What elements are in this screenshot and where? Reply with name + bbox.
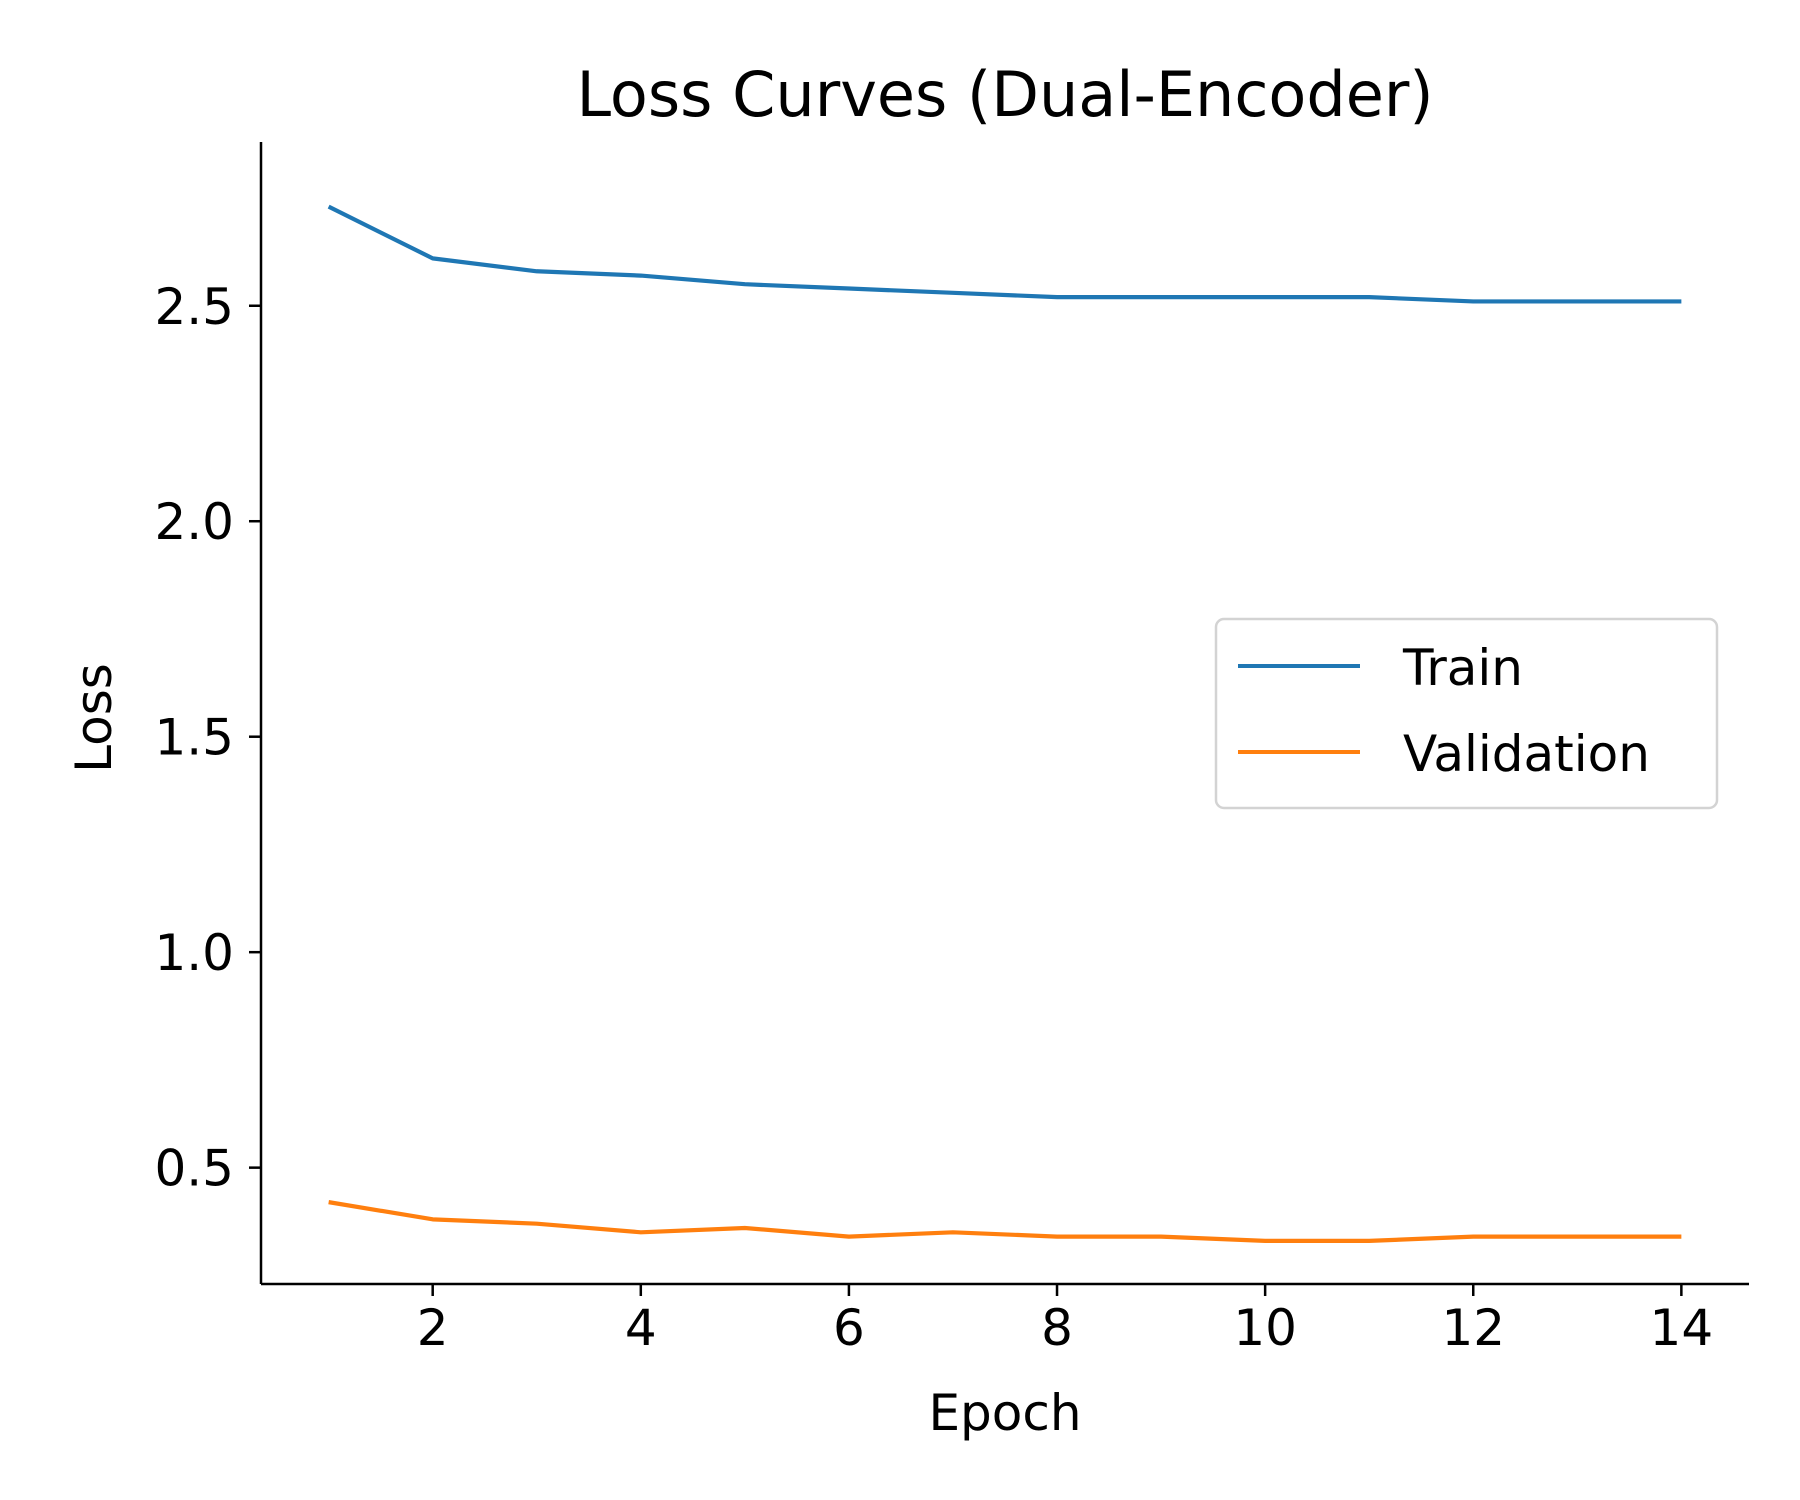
y-ticks: 0.5 1.0 1.5 2.0 2.5 xyxy=(154,278,261,1198)
x-tick-label: 12 xyxy=(1441,1299,1505,1357)
x-tick-label: 8 xyxy=(1041,1299,1073,1357)
x-axis-label: Epoch xyxy=(928,1384,1081,1442)
legend-label-train: Train xyxy=(1402,639,1523,697)
x-tick-label: 6 xyxy=(833,1299,865,1357)
y-tick-label: 2.0 xyxy=(154,493,234,551)
chart-title: Loss Curves (Dual-Encoder) xyxy=(576,58,1433,131)
y-tick-label: 1.0 xyxy=(154,924,234,982)
x-tick-label: 14 xyxy=(1650,1299,1714,1357)
x-tick-label: 2 xyxy=(417,1299,449,1357)
y-tick-label: 2.5 xyxy=(154,278,234,336)
y-tick-label: 1.5 xyxy=(154,709,234,767)
series-lines xyxy=(327,204,1682,1244)
plot-area: 2 4 6 8 10 12 14 0.5 1.0 1.5 2.0 2.5 xyxy=(154,142,1749,1357)
train-series-line xyxy=(327,204,1682,304)
x-tick-label: 10 xyxy=(1233,1299,1297,1357)
legend: Train Validation xyxy=(1214,617,1719,810)
y-axis-label: Loss xyxy=(65,663,123,773)
x-tick-label: 4 xyxy=(625,1299,657,1357)
x-ticks: 2 4 6 8 10 12 14 xyxy=(417,1284,1713,1357)
validation-series-line xyxy=(328,1200,1682,1244)
y-tick-label: 0.5 xyxy=(154,1140,234,1198)
legend-label-validation: Validation xyxy=(1403,725,1650,783)
